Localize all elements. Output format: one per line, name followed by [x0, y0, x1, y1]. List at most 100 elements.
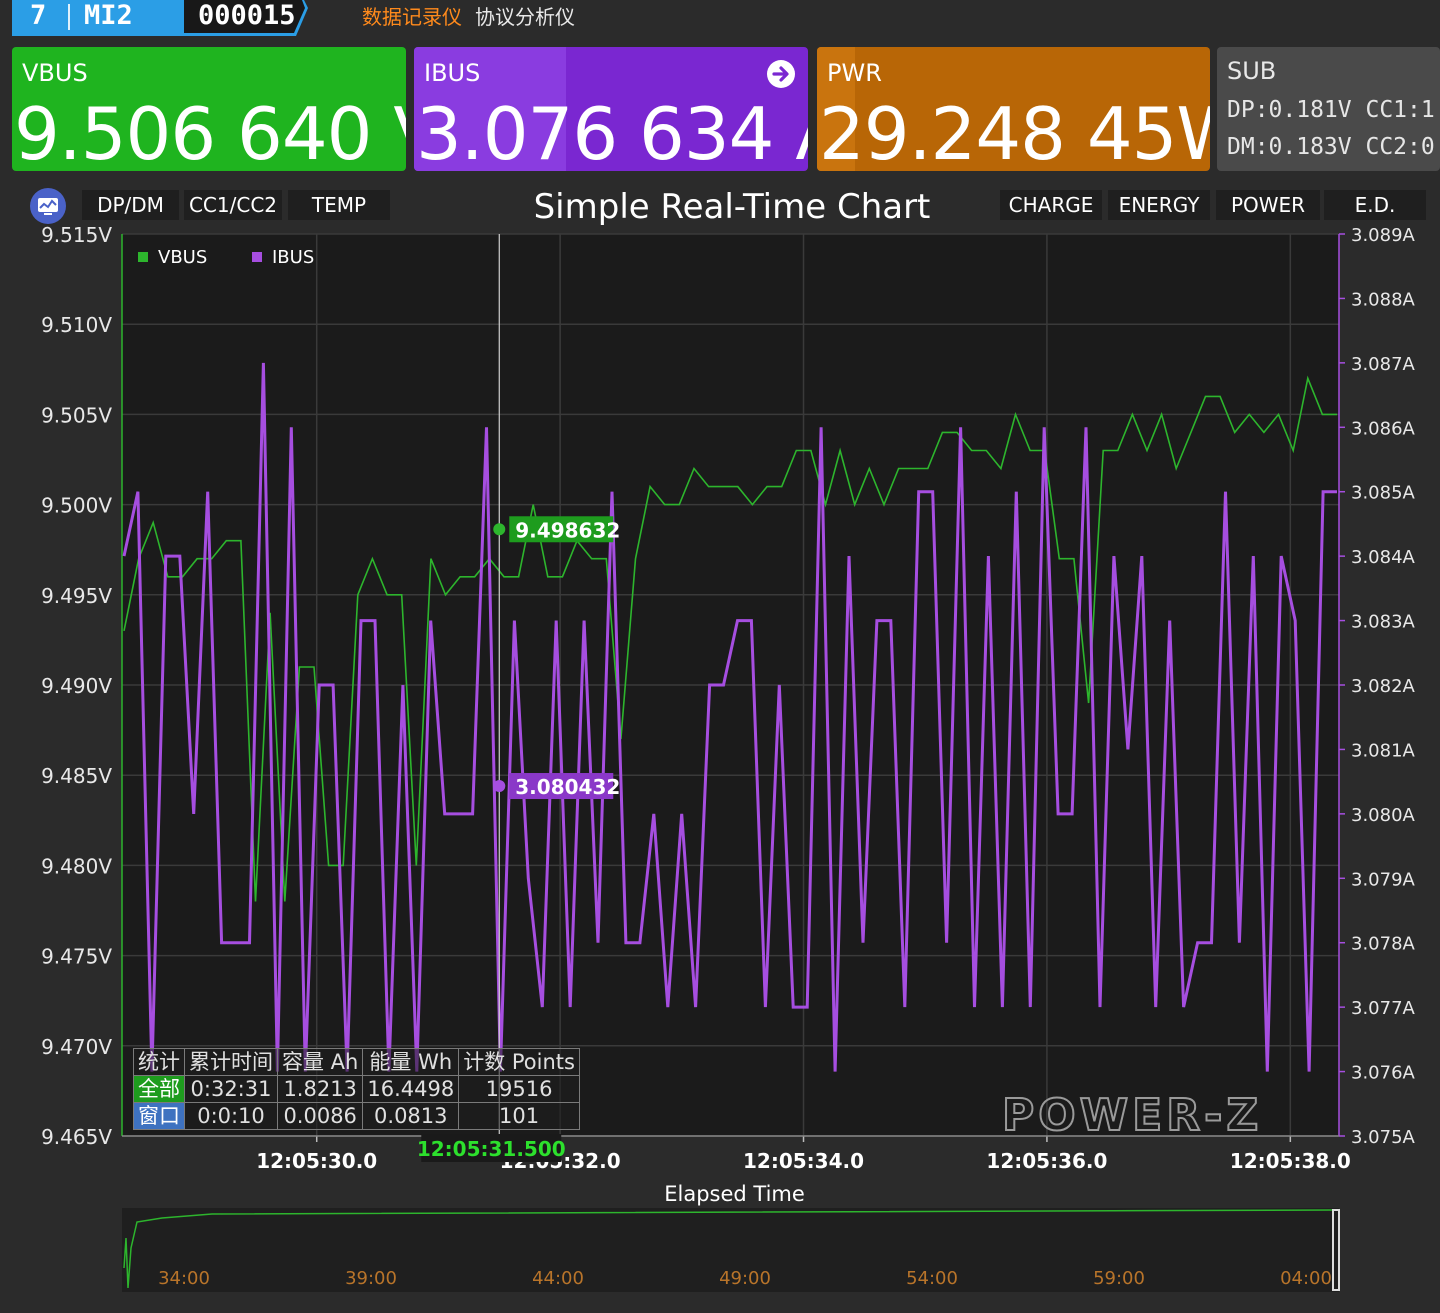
dp-dm-button[interactable]: DP/DM: [82, 190, 179, 220]
ibus-card[interactable]: IBUS 3.076 634 A: [414, 47, 808, 171]
cc1-cc2-button[interactable]: CC1/CC2: [184, 190, 282, 220]
y-right-tick-label: 3.085A: [1351, 483, 1416, 504]
legend-label-vbus[interactable]: VBUS: [158, 247, 207, 268]
pwr-card-shade: [817, 47, 855, 171]
y-left-tick-label: 9.470V: [41, 1035, 112, 1059]
sub-card[interactable]: SUB DP:0.181V CC1:1.8 DM:0.183V CC2:0.3: [1217, 47, 1440, 171]
cursor-vbus-label-bg: [509, 516, 614, 543]
legend-swatch-vbus: [138, 252, 148, 262]
cursor-vbus-value: 9.498632: [515, 518, 620, 542]
minimap-tick-label: 39:00: [345, 1268, 397, 1289]
minimap-tick-label: 34:00: [158, 1268, 210, 1289]
chart-svg[interactable]: 9.515V 9.510V 9.505V 9.500V 9.495V 9.490V 9.48…: [12, 180, 1440, 1210]
device-model: MI2: [84, 0, 133, 31]
legend-label-ibus[interactable]: IBUS: [272, 247, 314, 268]
minimap-area: [122, 1208, 1339, 1292]
top-bar: 7 MI2 000015 数据记录仪 协议分析仪: [0, 0, 1440, 40]
device-serial: 000015: [198, 0, 296, 31]
y-left-tick-label: 9.495V: [41, 584, 112, 608]
y-right-tick-label: 3.084A: [1351, 547, 1416, 568]
y-right-tick-label: 3.081A: [1351, 740, 1416, 761]
ed-button[interactable]: E.D.: [1324, 190, 1426, 220]
minimap-tick-label: 54:00: [906, 1268, 958, 1289]
stats-row-all: 全部 0:32:31 1.8213 16.4498 19516: [133, 1075, 580, 1103]
pwr-value: 29.248 45W: [819, 92, 1210, 171]
y-right-tick-label: 3.087A: [1351, 354, 1416, 375]
stats-cell: 0.0813: [362, 1102, 460, 1130]
charge-button[interactable]: CHARGE: [1000, 190, 1102, 220]
stats-header-cell: 容量 Ah: [276, 1048, 364, 1076]
cursor-time-bg: [421, 1134, 562, 1162]
stats-header-cell: 统计: [133, 1048, 185, 1076]
y-right-tick-label: 3.083A: [1351, 612, 1416, 633]
minimap-tick-label: 59:00: [1093, 1268, 1145, 1289]
device-tag-shape: [12, 0, 308, 36]
temp-button[interactable]: TEMP: [288, 190, 390, 220]
y-right-tick-label: 3.089A: [1351, 225, 1416, 246]
minimap-series-line: [123, 1209, 1336, 1289]
y-right-tick-label: 3.077A: [1351, 998, 1416, 1019]
stats-cell: 0.0086: [276, 1102, 364, 1130]
y-left-tick-label: 9.505V: [41, 403, 112, 427]
monitor-chart-icon[interactable]: [30, 188, 66, 224]
stats-table: 统计 累计时间 容量 Ah 能量 Wh 计数 Points 全部 0:32:31…: [133, 1048, 580, 1130]
vbus-label: VBUS: [22, 59, 88, 87]
y-right-tick-label: 3.078A: [1351, 934, 1416, 955]
energy-button[interactable]: ENERGY: [1108, 190, 1210, 220]
stats-header-cell: 能量 Wh: [362, 1048, 460, 1076]
y-right-tick-label: 3.088A: [1351, 289, 1416, 310]
stats-cell: 0:32:31: [184, 1075, 278, 1103]
series-line-vbus: [123, 375, 1337, 902]
series-line-ibus: [122, 362, 1337, 1072]
minimap-tick-label: 44:00: [532, 1268, 584, 1289]
cursor-ibus-value: 3.080432: [515, 775, 620, 799]
ibus-label: IBUS: [424, 59, 481, 87]
tab-protocol-analyzer[interactable]: 协议分析仪: [475, 5, 575, 29]
y-right-tick-label: 3.082A: [1351, 676, 1416, 697]
y-left-tick-label: 9.485V: [41, 764, 112, 788]
sub-line-dm-cc2: DM:0.183V CC2:0.3: [1227, 134, 1440, 160]
y-right-tick-label: 3.079A: [1351, 869, 1416, 890]
power-z-watermark: POWER-Z: [1002, 1090, 1262, 1141]
y-right-tick-label: 3.076A: [1351, 1063, 1416, 1084]
sub-label: SUB: [1227, 57, 1277, 85]
sub-line-dp-cc1: DP:0.181V CC1:1.8: [1227, 97, 1440, 123]
cursor-ibus-label-bg: [509, 773, 614, 800]
stats-cell: 19516: [458, 1075, 580, 1103]
stats-cell: 0:0:10: [184, 1102, 278, 1130]
x-tick-label: 12:05:34.0: [743, 1149, 864, 1173]
stats-row-window: 窗口 0:0:10 0.0086 0.0813 101: [133, 1102, 580, 1130]
timeline-minimap[interactable]: 34:00 39:00 44:00 49:00 54:00 59:00 04:00: [12, 1208, 1440, 1313]
x-tick-label: 12:05:30.0: [256, 1149, 377, 1173]
minimap-window-handle[interactable]: [1332, 1209, 1340, 1291]
vbus-value: 9.506 640 V: [14, 92, 406, 171]
cursor-time-label: 12:05:31.500: [417, 1137, 566, 1161]
stats-row-label: 全部: [133, 1075, 185, 1103]
stats-header-cell: 累计时间: [184, 1048, 278, 1076]
ibus-card-shade: [414, 47, 566, 171]
x-tick-label: 12:05:36.0: [986, 1149, 1107, 1173]
device-tag[interactable]: 7 MI2 000015: [12, 0, 308, 37]
y-left-tick-label: 9.480V: [41, 854, 112, 878]
x-tick-label: 12:05:38.0: [1230, 1149, 1351, 1173]
chart-title: Simple Real-Time Chart: [533, 187, 931, 227]
y-left-tick-label: 9.490V: [41, 674, 112, 698]
tab-data-logger[interactable]: 数据记录仪: [362, 5, 462, 29]
minimap-tick-label: 49:00: [719, 1268, 771, 1289]
device-number: 7: [30, 0, 47, 31]
legend-swatch-ibus: [252, 252, 262, 262]
y-left-tick-label: 9.500V: [41, 494, 112, 518]
pwr-card[interactable]: PWR 29.248 45W: [817, 47, 1210, 171]
stats-cell: 1.8213: [276, 1075, 364, 1103]
power-button[interactable]: POWER: [1216, 190, 1320, 220]
arrow-right-circle-icon[interactable]: [766, 59, 796, 89]
stats-cell: 16.4498: [362, 1075, 460, 1103]
ibus-value: 3.076 634 A: [416, 92, 808, 171]
chart-toolbar: DP/DM CC1/CC2 TEMP Simple Real-Time Char…: [12, 180, 1440, 232]
stats-cell: 101: [458, 1102, 580, 1130]
vbus-card[interactable]: VBUS 9.506 640 V: [12, 47, 406, 171]
stats-header-row: 统计 累计时间 容量 Ah 能量 Wh 计数 Points: [133, 1048, 580, 1076]
cursor-ibus-marker: [493, 780, 506, 793]
y-right-tick-label: 3.080A: [1351, 805, 1416, 826]
y-right-tick-label: 3.086A: [1351, 418, 1416, 439]
